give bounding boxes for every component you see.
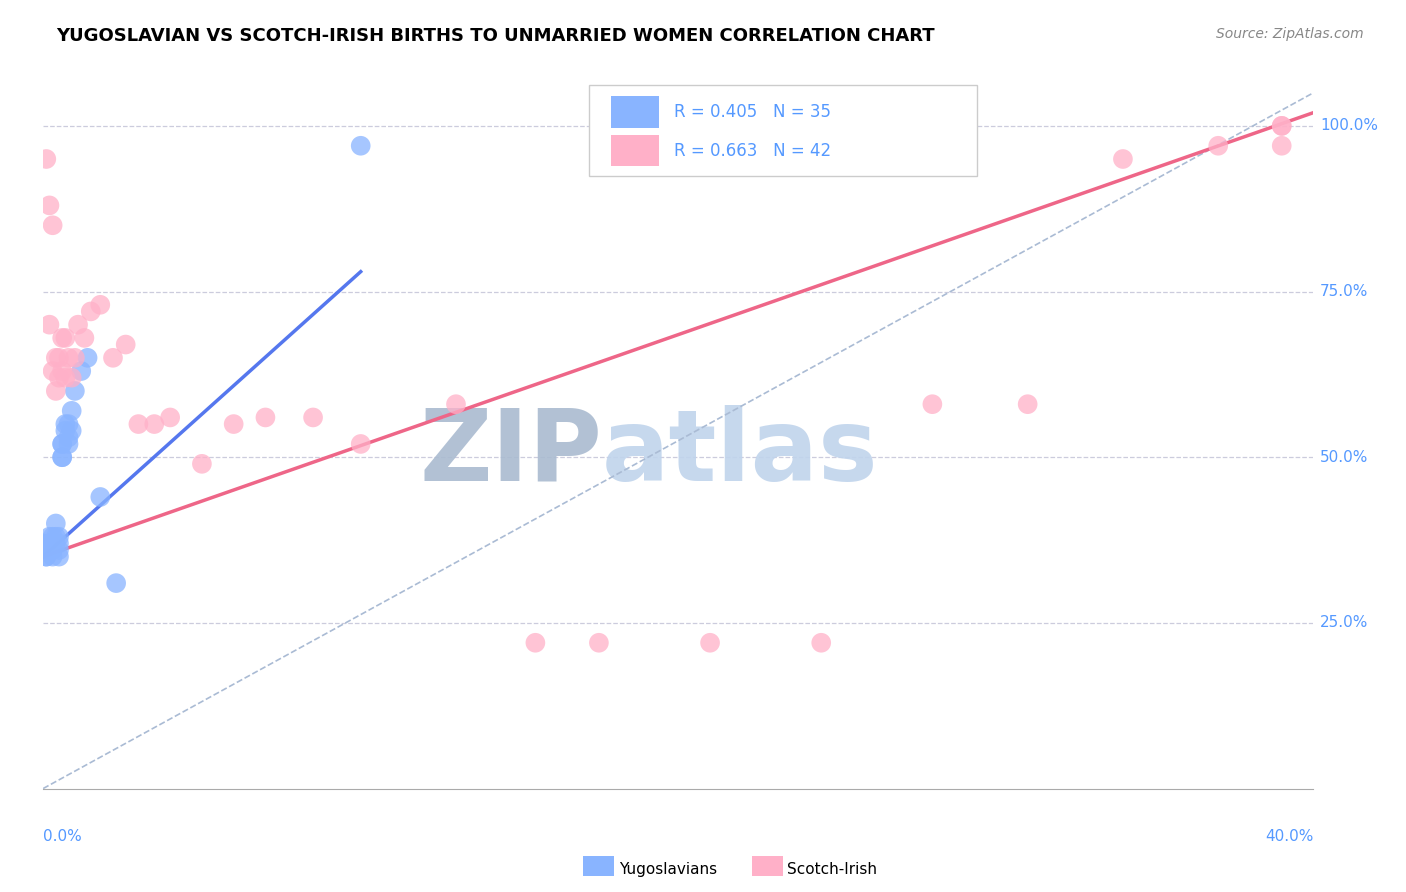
Point — [38, 543, 60, 558]
Point — [45, 384, 67, 398]
Point — [35, 152, 58, 166]
Text: ZIP: ZIP — [419, 405, 602, 501]
Point — [921, 397, 943, 411]
Point — [35, 549, 58, 564]
Point — [350, 138, 373, 153]
Point — [53, 424, 76, 438]
Text: 40.0%: 40.0% — [1265, 829, 1313, 844]
Point — [254, 410, 277, 425]
Point — [105, 576, 128, 591]
Point — [1271, 119, 1294, 133]
Text: 75.0%: 75.0% — [1320, 284, 1368, 299]
Text: Scotch-Irish: Scotch-Irish — [787, 863, 877, 877]
Point — [45, 351, 67, 365]
Point — [38, 530, 60, 544]
Text: 0.0%: 0.0% — [44, 829, 82, 844]
Point — [48, 351, 70, 365]
Point — [89, 490, 111, 504]
Point — [302, 410, 325, 425]
Point — [127, 417, 149, 431]
Point — [38, 198, 60, 212]
Text: Source: ZipAtlas.com: Source: ZipAtlas.com — [1216, 27, 1364, 41]
Point — [51, 437, 73, 451]
Point — [38, 318, 60, 332]
Point — [222, 417, 245, 431]
Text: Yugoslavians: Yugoslavians — [619, 863, 717, 877]
Point — [45, 530, 67, 544]
Point — [41, 536, 63, 550]
Point — [35, 549, 58, 564]
Point — [58, 430, 80, 444]
Point — [51, 450, 73, 465]
Point — [58, 351, 80, 365]
Text: 100.0%: 100.0% — [1320, 119, 1378, 134]
Point — [67, 318, 90, 332]
Point — [51, 437, 73, 451]
Point — [444, 397, 467, 411]
Point — [48, 543, 70, 558]
Point — [45, 516, 67, 531]
Point — [51, 331, 73, 345]
Point — [73, 331, 96, 345]
Point — [48, 536, 70, 550]
Text: 25.0%: 25.0% — [1320, 615, 1368, 631]
Point — [1206, 138, 1229, 153]
Point — [1017, 397, 1039, 411]
Point — [53, 370, 76, 384]
Point — [80, 304, 103, 318]
Point — [1271, 138, 1294, 153]
Point — [143, 417, 166, 431]
Point — [159, 410, 181, 425]
Text: YUGOSLAVIAN VS SCOTCH-IRISH BIRTHS TO UNMARRIED WOMEN CORRELATION CHART: YUGOSLAVIAN VS SCOTCH-IRISH BIRTHS TO UN… — [56, 27, 935, 45]
Point — [76, 351, 98, 365]
Point — [70, 364, 93, 378]
Point — [38, 536, 60, 550]
Point — [810, 636, 832, 650]
Point — [51, 364, 73, 378]
Point — [60, 404, 83, 418]
Point — [699, 636, 721, 650]
Text: atlas: atlas — [602, 405, 879, 501]
Text: R = 0.663   N = 42: R = 0.663 N = 42 — [675, 142, 831, 160]
Point — [63, 384, 86, 398]
Point — [1271, 119, 1294, 133]
Point — [41, 530, 63, 544]
Point — [53, 417, 76, 431]
Point — [588, 636, 610, 650]
Point — [101, 351, 124, 365]
Bar — [612, 135, 659, 167]
Point — [114, 337, 136, 351]
Point — [41, 219, 63, 233]
Point — [60, 424, 83, 438]
Point — [41, 549, 63, 564]
Point — [1112, 152, 1135, 166]
Point — [58, 437, 80, 451]
Point — [48, 370, 70, 384]
FancyBboxPatch shape — [589, 85, 977, 177]
Point — [51, 450, 73, 465]
Text: R = 0.405   N = 35: R = 0.405 N = 35 — [675, 103, 831, 121]
Bar — [612, 96, 659, 128]
Point — [350, 437, 373, 451]
Point — [41, 364, 63, 378]
Text: 50.0%: 50.0% — [1320, 450, 1368, 465]
Point — [53, 331, 76, 345]
Point — [48, 530, 70, 544]
Point — [58, 417, 80, 431]
Point — [45, 536, 67, 550]
Point — [38, 536, 60, 550]
Point — [32, 536, 55, 550]
Point — [48, 549, 70, 564]
Point — [41, 543, 63, 558]
Point — [191, 457, 214, 471]
Point — [524, 636, 547, 650]
Point — [89, 298, 111, 312]
Point — [60, 370, 83, 384]
Point — [63, 351, 86, 365]
